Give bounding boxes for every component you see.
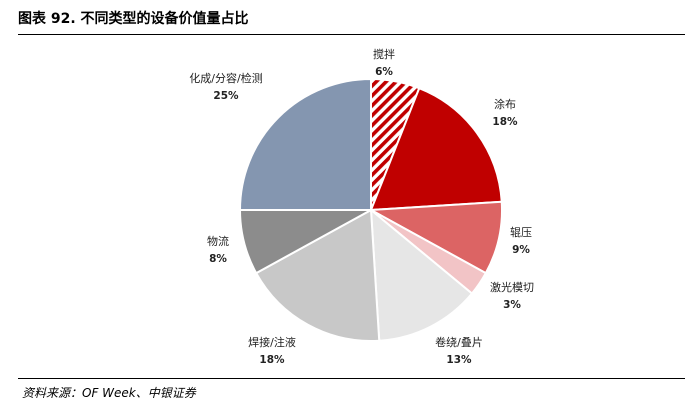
- slice-label: 激光模切: [490, 280, 534, 294]
- slice-label: 涂布: [494, 97, 516, 111]
- chart-title: 图表 92. 不同类型的设备价值量占比: [18, 11, 249, 27]
- pie-slice: [238, 77, 372, 211]
- pie-slice: [369, 207, 474, 342]
- slice-percent: 18%: [259, 354, 285, 366]
- slice-percent: 25%: [213, 90, 239, 102]
- slice-label: 物流: [207, 234, 229, 248]
- title-rule: [18, 34, 685, 35]
- pie-labels: 搅拌 6% 涂布 18% 辊压 9% 激光模切 3% 卷绕/叠片 13% 焊接/注液 18% 物流 8% 化…: [189, 47, 534, 366]
- slice-percent: 18%: [492, 116, 518, 128]
- source-note: 资料来源：OF Week、中银证券: [22, 386, 196, 400]
- slice-percent: 3%: [503, 299, 521, 311]
- slice-percent: 6%: [375, 66, 393, 78]
- slice-percent: 8%: [209, 253, 227, 265]
- slice-percent: 13%: [446, 354, 472, 366]
- pie-slice: [369, 86, 503, 212]
- slice-percent: 9%: [512, 244, 530, 256]
- pie-slice: [254, 208, 381, 342]
- slice-label: 卷绕/叠片: [435, 335, 483, 349]
- slice-label: 辊压: [510, 225, 532, 239]
- slice-label: 化成/分容/检测: [189, 71, 262, 85]
- slice-label: 焊接/注液: [248, 335, 296, 349]
- source-rule: [18, 378, 685, 379]
- slice-label: 搅拌: [373, 47, 395, 61]
- pie-slices: [238, 77, 503, 342]
